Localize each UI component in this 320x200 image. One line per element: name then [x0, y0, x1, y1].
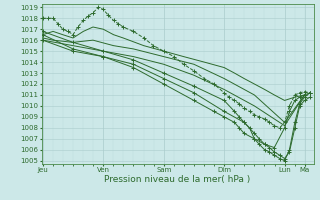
X-axis label: Pression niveau de la mer( hPa ): Pression niveau de la mer( hPa ) — [104, 175, 251, 184]
